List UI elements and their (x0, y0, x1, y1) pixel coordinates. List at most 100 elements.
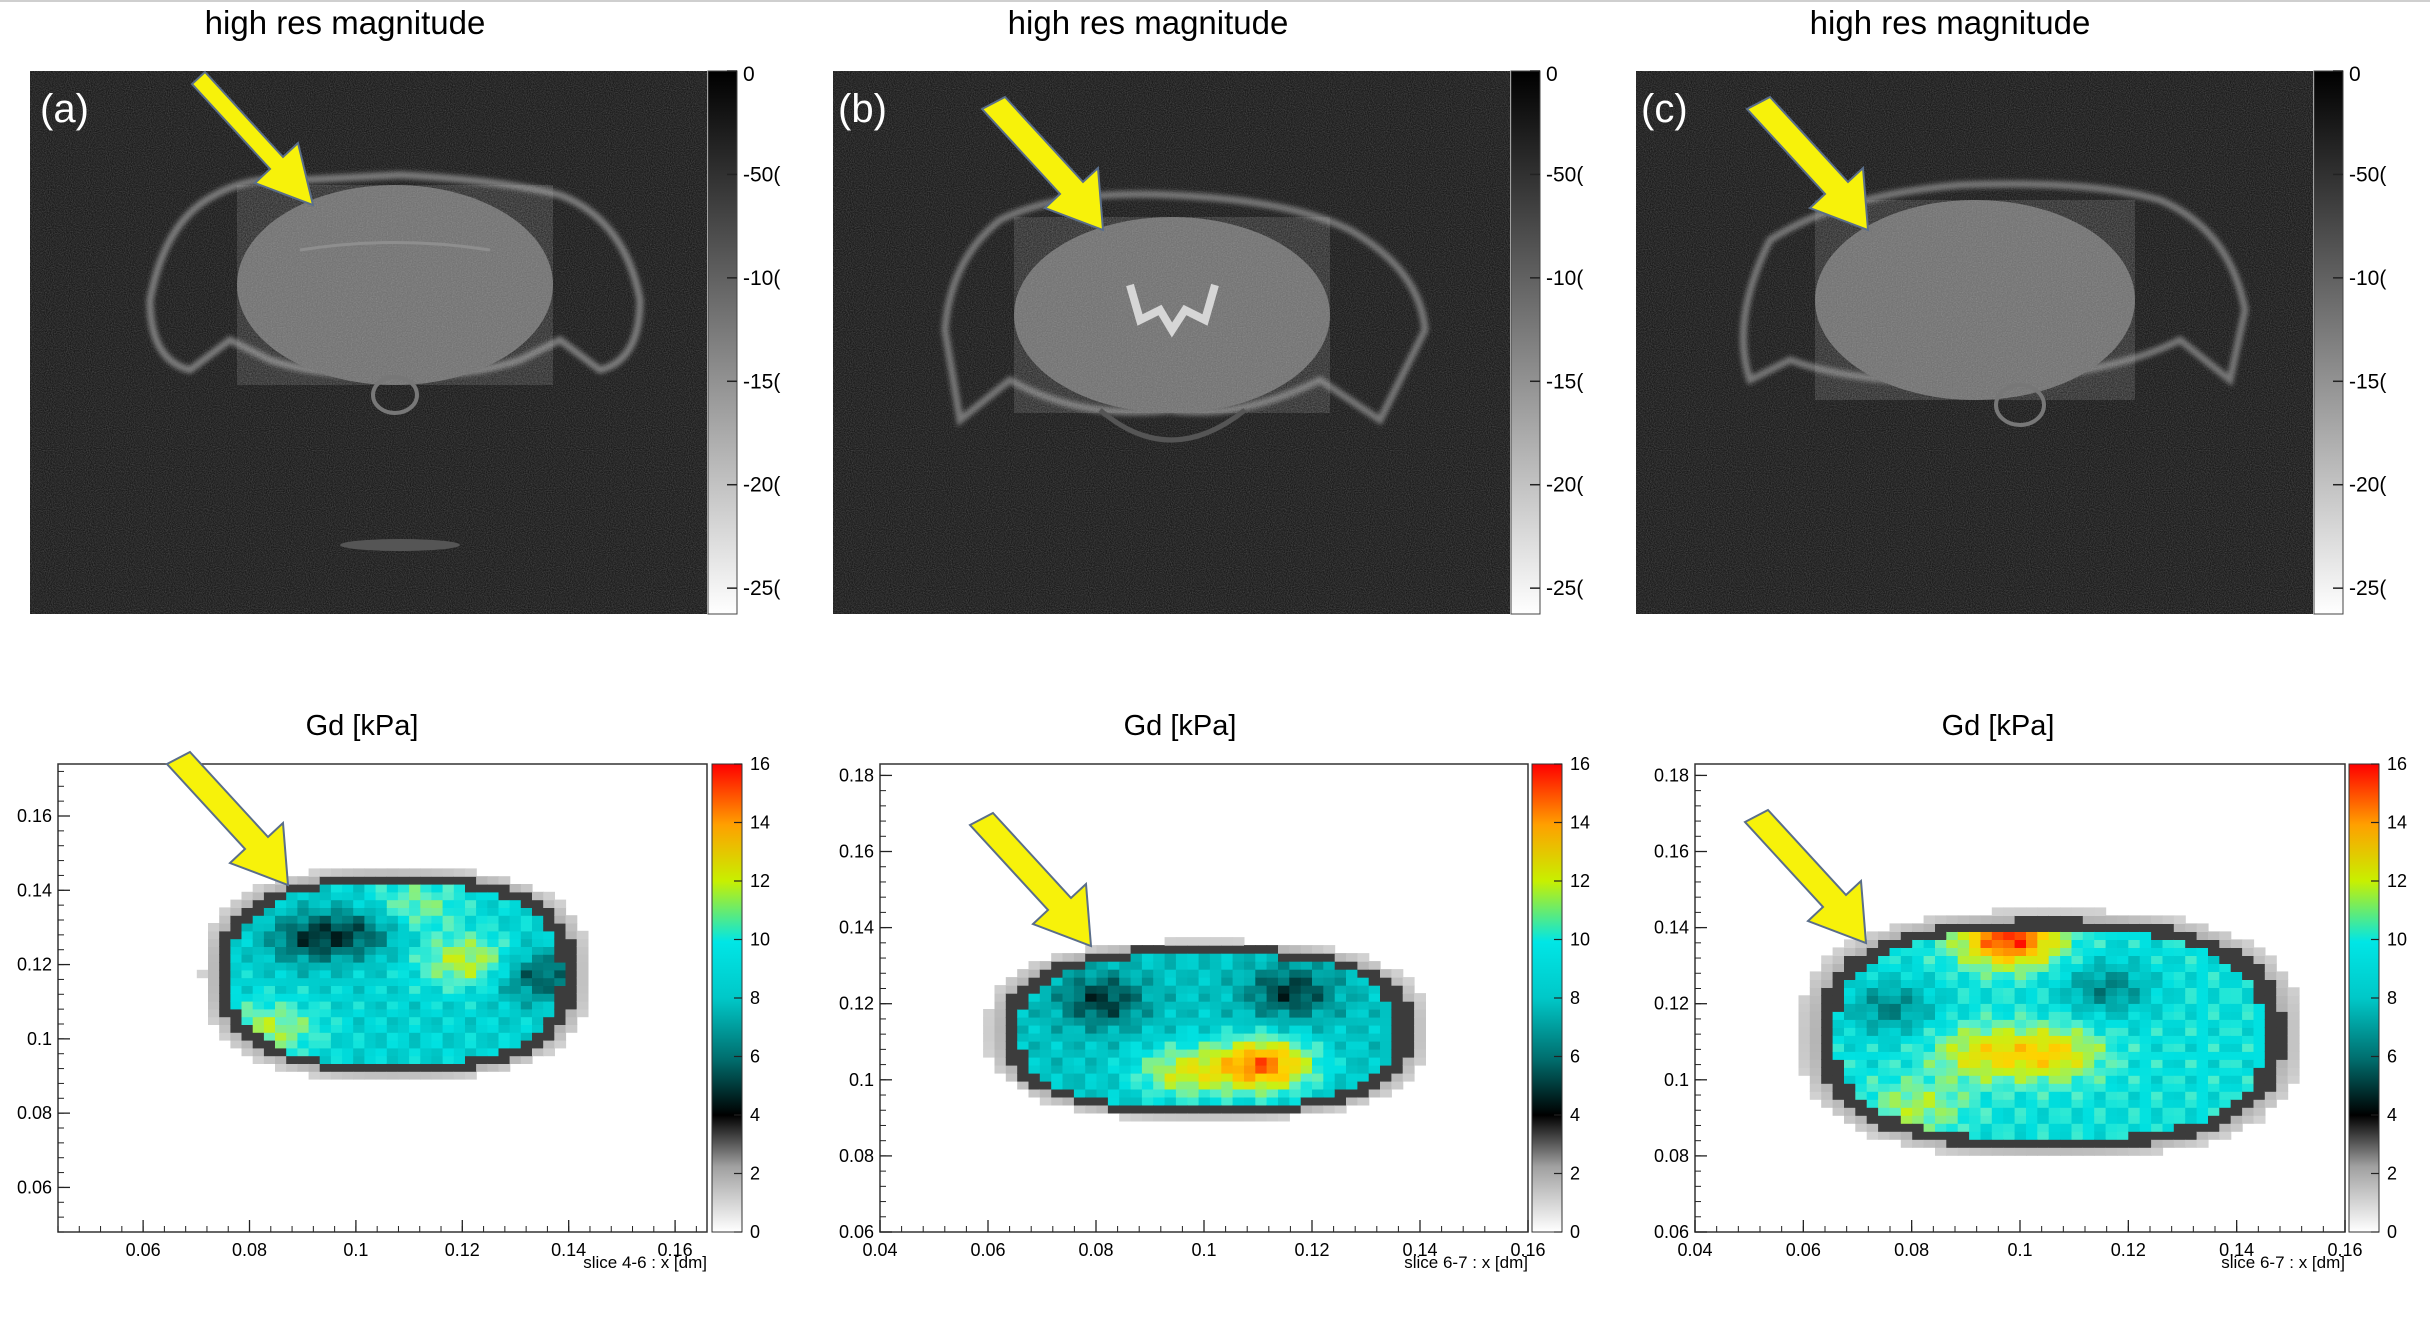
gd-cell (509, 962, 522, 971)
gd-cell (2060, 1059, 2073, 1068)
gd-cell (554, 1008, 567, 1018)
gd-cell (2196, 955, 2209, 964)
gd-cell (241, 907, 254, 916)
gd-cell (263, 938, 276, 947)
gd-cell (1368, 1009, 1381, 1018)
gd-cell (1346, 1025, 1358, 1034)
gd-cell (554, 1032, 567, 1041)
gd-cell (1266, 985, 1279, 994)
gd-cell (1085, 1057, 1098, 1066)
gd-cell (1912, 995, 1925, 1004)
gd-cell (308, 884, 321, 893)
gd-cell (983, 1025, 995, 1034)
gd-cell (2048, 1083, 2061, 1092)
gd-cell (364, 1071, 377, 1080)
gd-cell (1278, 1001, 1290, 1010)
gd-cell (386, 962, 399, 971)
gd-cell (1878, 1051, 1891, 1060)
gd-cell (2139, 971, 2152, 980)
gd-cell (509, 1016, 522, 1025)
gd-cell (1935, 1131, 1947, 1140)
gd-cell (1969, 1099, 1982, 1108)
gd-cell (297, 993, 310, 1002)
gd-cell (1051, 961, 1064, 970)
gd-cell (219, 977, 231, 986)
gd-cell (543, 899, 555, 908)
gd-cell (532, 962, 544, 971)
gd-cell (2117, 979, 2129, 988)
gd-cell (353, 1008, 365, 1018)
gd-cell (1391, 977, 1404, 986)
gd-cell (1312, 969, 1324, 978)
gd-cell (2162, 1043, 2175, 1052)
gd-cell (2082, 1107, 2095, 1116)
gd-cell (319, 954, 332, 963)
gd-cell (2117, 1139, 2129, 1148)
gd-xtick-label: 0.12 (2111, 1240, 2146, 1260)
gd-cell (275, 977, 287, 986)
gd-cell (2094, 939, 2107, 948)
gd-cell (1198, 1001, 1211, 1010)
gd-cell (1187, 945, 1200, 954)
gd-cell (1935, 1115, 1947, 1124)
gd-cell (2264, 1083, 2277, 1092)
gd-cell (431, 1047, 444, 1057)
gd-cell (2264, 1011, 2277, 1020)
gd-cell (1187, 985, 1200, 994)
gd-cell (1312, 1104, 1324, 1114)
gd-cell (2094, 1123, 2107, 1132)
gd-cell (2003, 1027, 2016, 1036)
gd-cell (386, 891, 399, 901)
gd-cell (1878, 1107, 1891, 1116)
gd-cell (498, 907, 511, 916)
gd-cell (342, 969, 354, 979)
gd-cell (1085, 1041, 1098, 1050)
gd-cell (1289, 1096, 1302, 1106)
gd-cell (1278, 1049, 1290, 1058)
gd-cell (1300, 945, 1313, 954)
gd-cell (1153, 1025, 1166, 1034)
gd-cell (308, 1001, 321, 1010)
gd-cell (1380, 1033, 1392, 1042)
gd-cell (1980, 1011, 1993, 1020)
gd-cell (1923, 963, 1936, 972)
gd-cell (308, 1040, 321, 1049)
gd-cell (2003, 1099, 2016, 1108)
gd-cell (1935, 915, 1947, 924)
gd-cell (1380, 1017, 1392, 1026)
gd-cell (1107, 1017, 1120, 1026)
gd-cell (1889, 987, 1902, 996)
gd-cell (1017, 977, 1030, 986)
gd-cell (1923, 1107, 1936, 1116)
gd-cell (1096, 1073, 1109, 1082)
gd-cell (375, 907, 388, 916)
gd-xtick-label: 0.06 (126, 1240, 161, 1260)
gd-cell (576, 938, 589, 947)
gd-cell (241, 962, 254, 971)
gd-cell (1946, 971, 1959, 980)
gd-cell (308, 1008, 321, 1018)
gd-cell (2026, 963, 2038, 972)
gd-cell (1844, 963, 1856, 972)
gd-cell (1980, 1059, 1993, 1068)
gd-cell (1278, 1033, 1290, 1042)
gd-cell (453, 1001, 466, 1010)
gd-cell (431, 962, 444, 971)
gd-cell (2151, 1059, 2164, 1068)
gd-cell (554, 915, 567, 924)
gd-cell (1878, 955, 1891, 964)
gd-cell (1278, 1112, 1290, 1122)
gd-cell (2082, 931, 2095, 940)
gd-cell (487, 1008, 500, 1018)
gd-cell (532, 938, 544, 947)
gd-cell (2162, 979, 2175, 988)
gd-cell (330, 1063, 343, 1072)
gd-cell (420, 946, 433, 955)
gd-cell (498, 1032, 511, 1041)
gd-cell (543, 915, 555, 924)
gd-cell (476, 969, 488, 979)
gd-heatmap-cells-b (983, 937, 1426, 1122)
gd-cell (565, 1024, 578, 1033)
gd-cell (2242, 1075, 2255, 1084)
